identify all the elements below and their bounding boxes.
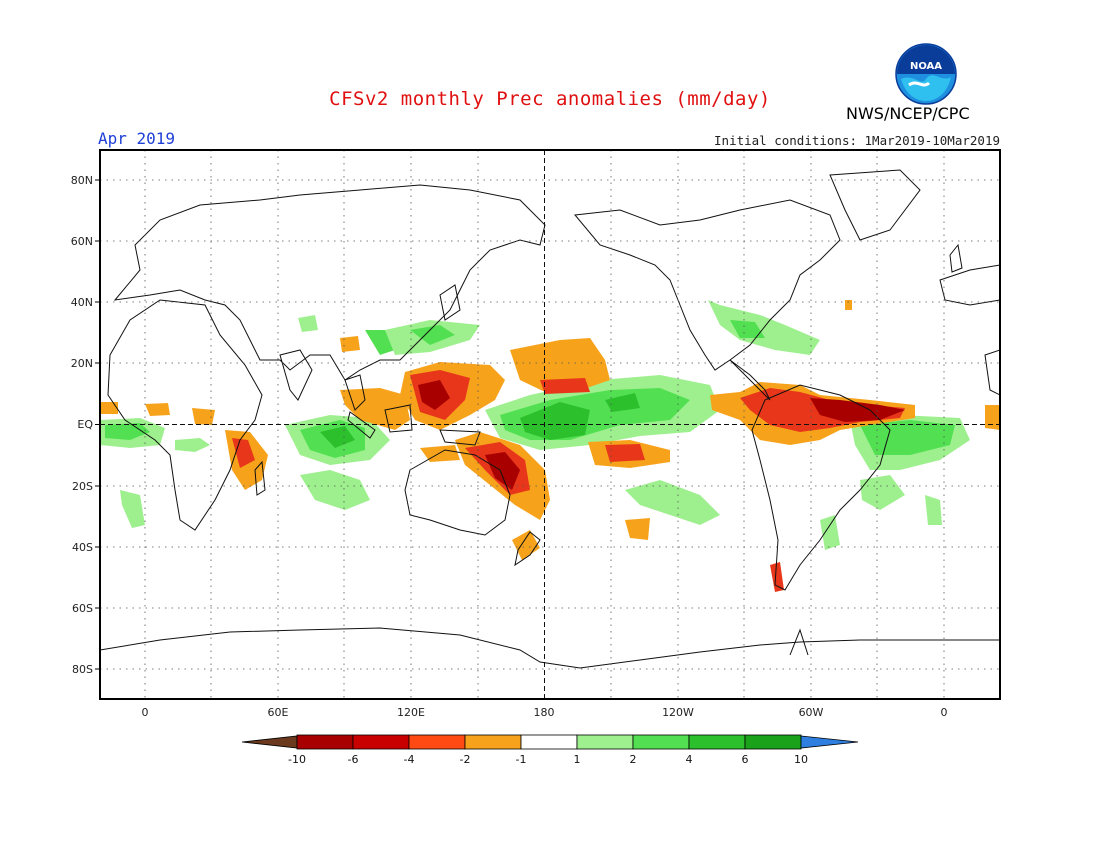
- colorbar-label: -1: [516, 753, 527, 766]
- lat-label: 20N: [71, 357, 93, 370]
- centralamerica-outline: [729, 359, 771, 401]
- japan-outline: [439, 284, 461, 321]
- colorbar: -10 -6 -4 -2 -1 1 2 4 6 10: [241, 734, 859, 766]
- dry-anomaly-amazon-strong: [810, 398, 905, 422]
- wet-anomaly-africa: [175, 438, 210, 452]
- newzealand-outline: [514, 531, 541, 567]
- lat-labels: 80N 60N 40N 20N EQ 20S 40S 60S 80S: [71, 174, 94, 676]
- dry-anomaly-java: [420, 445, 460, 462]
- lat-label: 60S: [72, 602, 93, 615]
- dry-anomaly-philippines-strong: [418, 380, 450, 410]
- southamerica-outline: [751, 384, 891, 591]
- dry-anomaly-hawaii: [340, 336, 360, 352]
- wet-anomaly-tibet: [298, 315, 318, 332]
- wet-anomaly-cpacific-strong: [520, 402, 590, 440]
- logo-text: NOAA: [910, 61, 942, 72]
- lon-labels: 0 60E 120E 180 120W 60W 0: [142, 706, 948, 719]
- dry-anomaly-png-strong: [485, 452, 520, 490]
- colorbar-cell: [632, 734, 690, 750]
- lat-label: 20S: [72, 480, 93, 493]
- australia-outline: [404, 449, 511, 536]
- wet-anomaly-satlantic-core: [860, 420, 955, 455]
- lat-label: 40S: [72, 541, 93, 554]
- westafrica-right: [984, 349, 1000, 396]
- colorbar-cell: [408, 734, 466, 750]
- antarctica-peninsula: [789, 628, 809, 656]
- dry-anomaly-madagascar: [192, 408, 215, 425]
- lon-label: 180: [534, 706, 555, 719]
- colorbar-label: -4: [404, 753, 415, 766]
- wet-anomaly-sindian: [300, 470, 370, 510]
- colorbar-label: -10: [288, 753, 306, 766]
- wet-anomaly-south-atl: [925, 495, 942, 525]
- lon-label: 0: [941, 706, 948, 719]
- wet-anomaly-argentina: [820, 515, 840, 550]
- colorbar-cell: [744, 734, 802, 750]
- dry-anomaly-indonesia: [340, 388, 410, 430]
- colorbar-cell: [296, 734, 354, 750]
- wet-anomaly-brazil: [860, 475, 905, 510]
- lat-label: 80S: [72, 663, 93, 676]
- colorbar-cell: [576, 734, 634, 750]
- antarctica-outline: [100, 627, 1000, 669]
- africa-outline: [107, 299, 263, 531]
- dry-anomaly-east-atl: [985, 405, 1000, 430]
- lat-label: 60N: [71, 235, 93, 248]
- india-outline: [279, 349, 313, 401]
- colorbar-cell: [352, 734, 410, 750]
- colorbar-high-arrow: [800, 735, 859, 749]
- lat-label: 80N: [71, 174, 93, 187]
- madagascar-outline: [254, 460, 266, 496]
- colorbar-label: -2: [460, 753, 471, 766]
- wet-anomaly-atlantic-core: [105, 423, 150, 440]
- wet-anomaly-spcz: [625, 480, 720, 525]
- colorbar-cell: [688, 734, 746, 750]
- lon-label: 120W: [662, 706, 694, 719]
- dry-anomaly-wpacific-north-core: [540, 378, 590, 394]
- dry-anomaly-patagonia: [770, 562, 784, 592]
- dry-anomaly-spac: [625, 518, 650, 540]
- lon-label: 0: [142, 706, 149, 719]
- wet-anomaly-sindian2: [120, 490, 145, 528]
- noaa-logo-icon: NOAA: [895, 43, 957, 105]
- colorbar-low-arrow: [241, 735, 298, 749]
- colorbar-label: -6: [348, 753, 359, 766]
- coastlines: [100, 169, 1000, 669]
- lon-label: 60W: [799, 706, 824, 719]
- dry-anomaly-gulf-guinea2: [145, 403, 170, 416]
- chart-title: CFSv2 monthly Prec anomalies (mm/day): [329, 88, 771, 110]
- colorbar-label: 1: [574, 753, 581, 766]
- dry-anomaly-gulf-guinea: [100, 402, 118, 414]
- anomaly-layer: [100, 300, 1000, 592]
- se-asia-outline: [344, 374, 366, 411]
- dry-anomaly-cpacific-south-core: [605, 444, 645, 462]
- newguinea-outline: [439, 429, 481, 446]
- forecast-month: Apr 2019: [98, 129, 176, 148]
- lat-ticks: [95, 179, 100, 670]
- uk-outline: [949, 243, 963, 273]
- europe-west-outline: [939, 264, 1000, 306]
- lat-label: EQ: [77, 418, 93, 431]
- wet-anomaly-indian-core2: [320, 426, 355, 448]
- colorbar-label: 6: [742, 753, 749, 766]
- colorbar-label: 2: [630, 753, 637, 766]
- lat-label: 40N: [71, 296, 93, 309]
- agency-label: NWS/NCEP/CPC: [846, 104, 970, 123]
- lon-label: 120E: [397, 706, 425, 719]
- wet-anomaly-cpacific-strong2: [605, 393, 640, 412]
- dry-anomaly-saudi: [845, 300, 852, 310]
- dry-anomaly-nz: [512, 530, 540, 560]
- wet-anomaly-mexico-core: [730, 320, 765, 338]
- colorbar-cell: [464, 734, 522, 750]
- colorbar-label: 10: [794, 753, 808, 766]
- greenland-outline: [829, 169, 921, 241]
- eurasia-outline: [113, 184, 546, 381]
- initial-conditions: Initial conditions: 1Mar2019-10Mar2019: [714, 133, 1000, 148]
- wet-anomaly-nwpacific-core: [410, 325, 455, 345]
- lon-label: 60E: [268, 706, 289, 719]
- colorbar-label: 4: [686, 753, 693, 766]
- northamerica-outline: [574, 199, 841, 371]
- colorbar-cell: [520, 734, 578, 750]
